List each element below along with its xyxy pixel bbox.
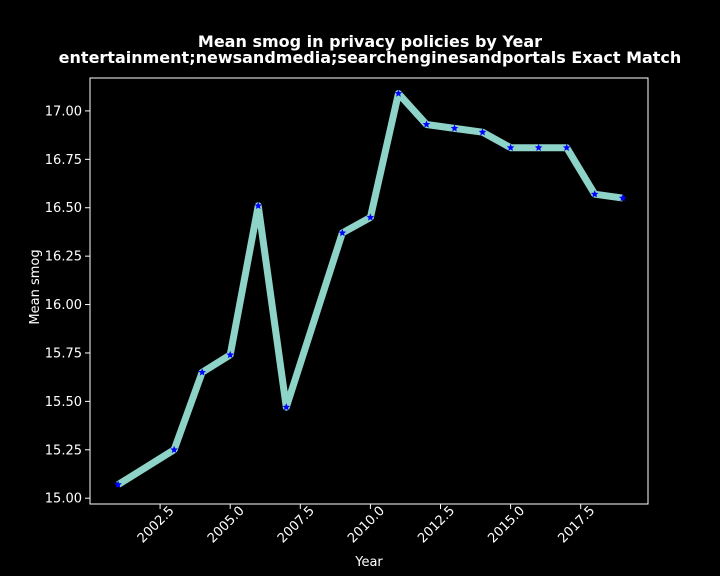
data-point-marker xyxy=(450,124,459,132)
data-point-marker xyxy=(506,143,515,151)
data-point-marker xyxy=(366,213,375,221)
y-tick-label: 16.00 xyxy=(45,298,82,313)
data-point-marker xyxy=(170,445,178,454)
y-tick-label: 16.25 xyxy=(45,250,82,265)
y-tick-label: 16.50 xyxy=(45,201,82,216)
y-tick-label: 15.25 xyxy=(45,443,82,458)
data-point-marker xyxy=(590,190,599,198)
data-point-marker xyxy=(282,403,291,411)
plot-area-frame xyxy=(89,77,649,505)
data-point-marker xyxy=(254,201,263,210)
x-tick-label: 2010.0 xyxy=(345,504,388,547)
chart-title-line2: entertainment;newsandmedia;searchengines… xyxy=(59,48,682,67)
y-axis-label: Mean smog xyxy=(28,249,43,324)
data-point-marker xyxy=(394,89,403,97)
data-point-marker xyxy=(114,480,122,488)
y-tick-label: 15.00 xyxy=(45,492,82,507)
data-point-marker xyxy=(198,368,206,376)
data-point-marker xyxy=(534,143,543,151)
series-line xyxy=(116,89,624,488)
x-axis: 2002.5 2005.0 2007.5 2010.0 2012.5 2015.0 2017… xyxy=(135,504,598,547)
y-tick-label: 15.75 xyxy=(45,346,82,361)
chart-title-line1: Mean smog in privacy policies by Year xyxy=(198,32,542,51)
data-point-marker xyxy=(226,350,235,359)
data-point-marker xyxy=(422,120,431,128)
y-axis: 15.00 15.25 15.50 15.75 16.00 16.25 16.50 16.75… xyxy=(45,104,90,507)
series-mean-smog xyxy=(114,89,627,488)
x-tick-label: 2005.0 xyxy=(205,504,248,547)
x-tick-label: 2012.5 xyxy=(415,504,458,547)
y-tick-label: 17.00 xyxy=(45,104,82,119)
data-point-marker xyxy=(478,128,487,136)
x-tick-label: 2017.5 xyxy=(555,504,598,547)
y-tick-label: 15.50 xyxy=(45,395,82,410)
x-axis-label: Year xyxy=(354,555,383,570)
x-tick-label: 2002.5 xyxy=(135,504,178,547)
x-tick-label: 2007.5 xyxy=(275,504,318,547)
data-point-marker xyxy=(338,228,347,237)
data-point-marker xyxy=(562,143,571,151)
data-point-marker xyxy=(618,194,627,202)
x-tick-label: 2015.0 xyxy=(485,504,528,547)
y-tick-label: 16.75 xyxy=(45,153,82,168)
